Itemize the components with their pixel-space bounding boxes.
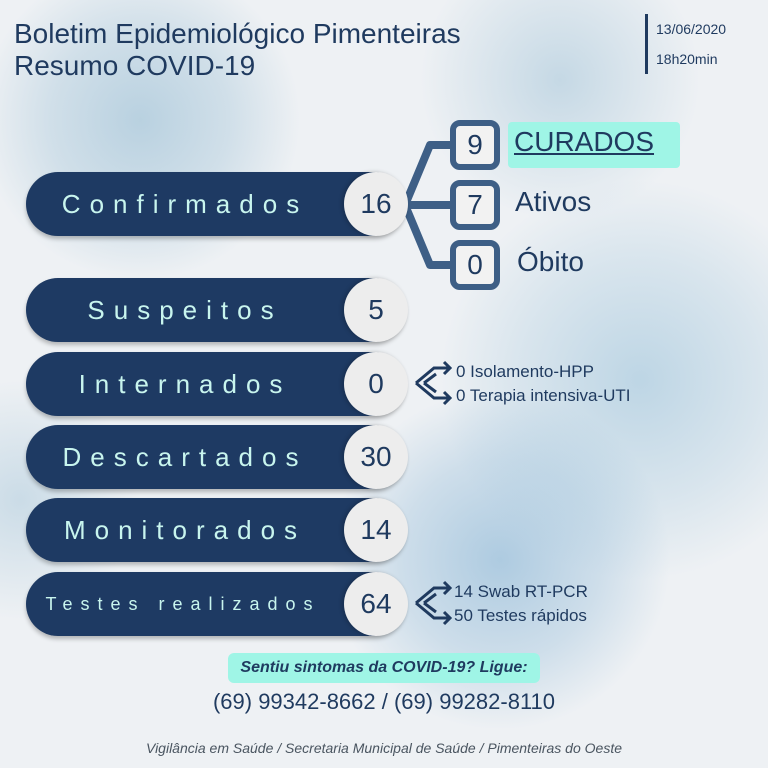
time: 18h20min (656, 51, 718, 67)
split-arrow-icon (415, 360, 453, 406)
curados-label: CURADOS (514, 126, 655, 157)
testes-detail: 14 Swab RT-PCR (454, 582, 588, 601)
obito-value: 0 (450, 240, 500, 290)
internados-value: 0 (344, 352, 408, 416)
testes-detail: 50 Testes rápidos (454, 606, 587, 625)
obito-label: Óbito (517, 246, 584, 277)
ativos-label: Ativos (515, 186, 592, 217)
internados-row: Internados 0 (26, 352, 408, 416)
internados-detail: 0 Terapia intensiva-UTI (456, 386, 631, 405)
descartados-row: Descartados 30 (26, 425, 408, 489)
footer: Vigilância em Saúde / Secretaria Municip… (145, 740, 622, 756)
monitorados-row: Monitorados 14 (26, 498, 408, 562)
testes-value: 64 (344, 572, 408, 636)
phone-numbers: (69) 99342-8662 / (69) 99282-8110 (212, 689, 556, 714)
suspeitos-value: 5 (344, 278, 408, 342)
internados-detail: 0 Isolamento-HPP (456, 362, 594, 381)
page-title: Boletim Epidemiológico Pimenteiras Resum… (14, 18, 461, 81)
suspeitos-row: Suspeitos 5 (26, 278, 408, 342)
ativos-value: 7 (450, 180, 500, 230)
date: 13/06/2020 (656, 21, 727, 37)
date-time: 13/06/2020 18h20min (645, 14, 726, 74)
curados-value: 9 (450, 120, 500, 170)
branch-connector (401, 141, 455, 269)
contact-prompt: Sentiu sintomas da COVID-19? Ligue: (228, 653, 540, 683)
split-arrow-icon (415, 580, 453, 626)
confirmados-value: 16 (344, 172, 408, 236)
confirmados-row: Confirmados 16 (26, 172, 408, 236)
curados-highlight (508, 122, 680, 168)
monitorados-value: 14 (344, 498, 408, 562)
descartados-value: 30 (344, 425, 408, 489)
testes-row: Testes realizados 64 (26, 572, 408, 636)
